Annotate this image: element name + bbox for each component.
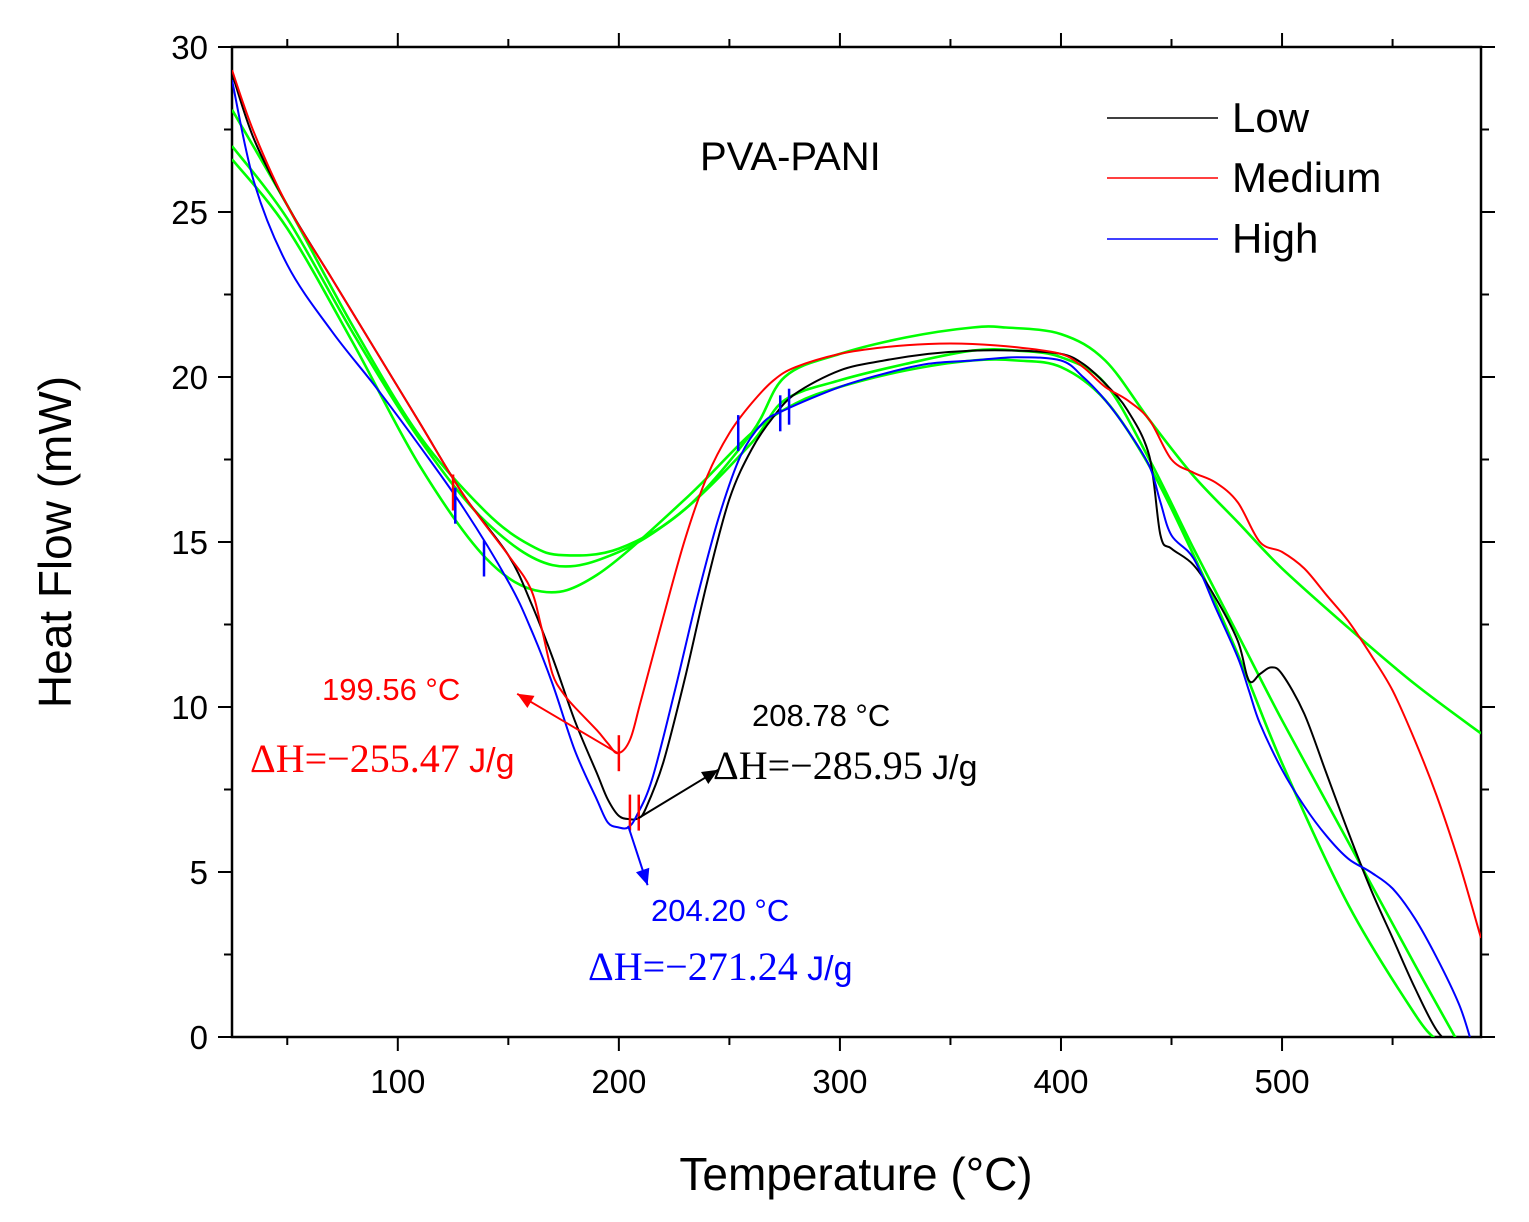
x-tick-label-500: 500: [1255, 1063, 1310, 1100]
annotation-high-dh: ΔH=−271.24 J/g: [588, 944, 853, 989]
annotation-high-dh-unit: J/g: [798, 950, 853, 988]
annotation-high-temp: 204.20 °C: [651, 893, 789, 928]
annotation-medium-dh-unit: J/g: [460, 742, 515, 780]
baseline-fit-2: [232, 145, 1457, 1037]
y-tick-label-10: 10: [171, 689, 208, 726]
annotation-arrow-high: [627, 825, 650, 886]
legend-label-low: Low: [1232, 94, 1310, 141]
annotation-medium-temp: 199.56 °C: [322, 672, 460, 707]
baseline-fit-3: [232, 158, 1436, 1037]
annotation-arrow-head-high: [636, 867, 650, 886]
annotation-low-dh: ΔH=−285.95 J/g: [713, 743, 978, 788]
x-tick-label-200: 200: [591, 1063, 646, 1100]
annotation-arrow-low: [637, 768, 719, 820]
x-tick-label-100: 100: [370, 1063, 425, 1100]
series-line-low: [232, 73, 1444, 1037]
y-tick-label-30: 30: [171, 29, 208, 66]
annotation-arrow-shaft-medium: [516, 692, 619, 755]
annotation-medium-dh-value: ΔH=−255.47: [250, 736, 460, 781]
annotation-low-dh-unit: J/g: [923, 749, 978, 787]
legend: Low Medium High: [1107, 94, 1381, 262]
x-axis-title: Temperature (°C): [679, 1148, 1032, 1200]
legend-label-medium: Medium: [1232, 154, 1381, 201]
x-tick-label-300: 300: [812, 1063, 867, 1100]
x-tick-label-400: 400: [1033, 1063, 1088, 1100]
y-axis-title: Heat Flow (mW): [29, 376, 81, 708]
y-tick-label-15: 15: [171, 524, 208, 561]
annotation-medium-dh: ΔH=−255.47 J/g: [250, 736, 515, 781]
series-line-medium: [232, 69, 1481, 939]
annotation-arrow-medium: [516, 692, 619, 755]
annotation-low-dh-value: ΔH=−285.95: [713, 743, 923, 788]
y-tick-label-25: 25: [171, 194, 208, 231]
annotation-arrow-head-medium: [517, 693, 535, 708]
annotation-low-temp: 208.78 °C: [752, 698, 890, 733]
annotation-arrow-head-low: [701, 769, 719, 784]
y-tick-label-20: 20: [171, 359, 208, 396]
y-tick-label-5: 5: [190, 854, 208, 891]
annotation-high-dh-value: ΔH=−271.24: [588, 944, 798, 989]
plot-frame: [230, 45, 1483, 1039]
legend-label-high: High: [1232, 215, 1318, 262]
series-line-high: [232, 79, 1471, 1037]
y-tick-label-0: 0: [190, 1019, 208, 1056]
chart-title: PVA-PANI: [700, 135, 881, 179]
